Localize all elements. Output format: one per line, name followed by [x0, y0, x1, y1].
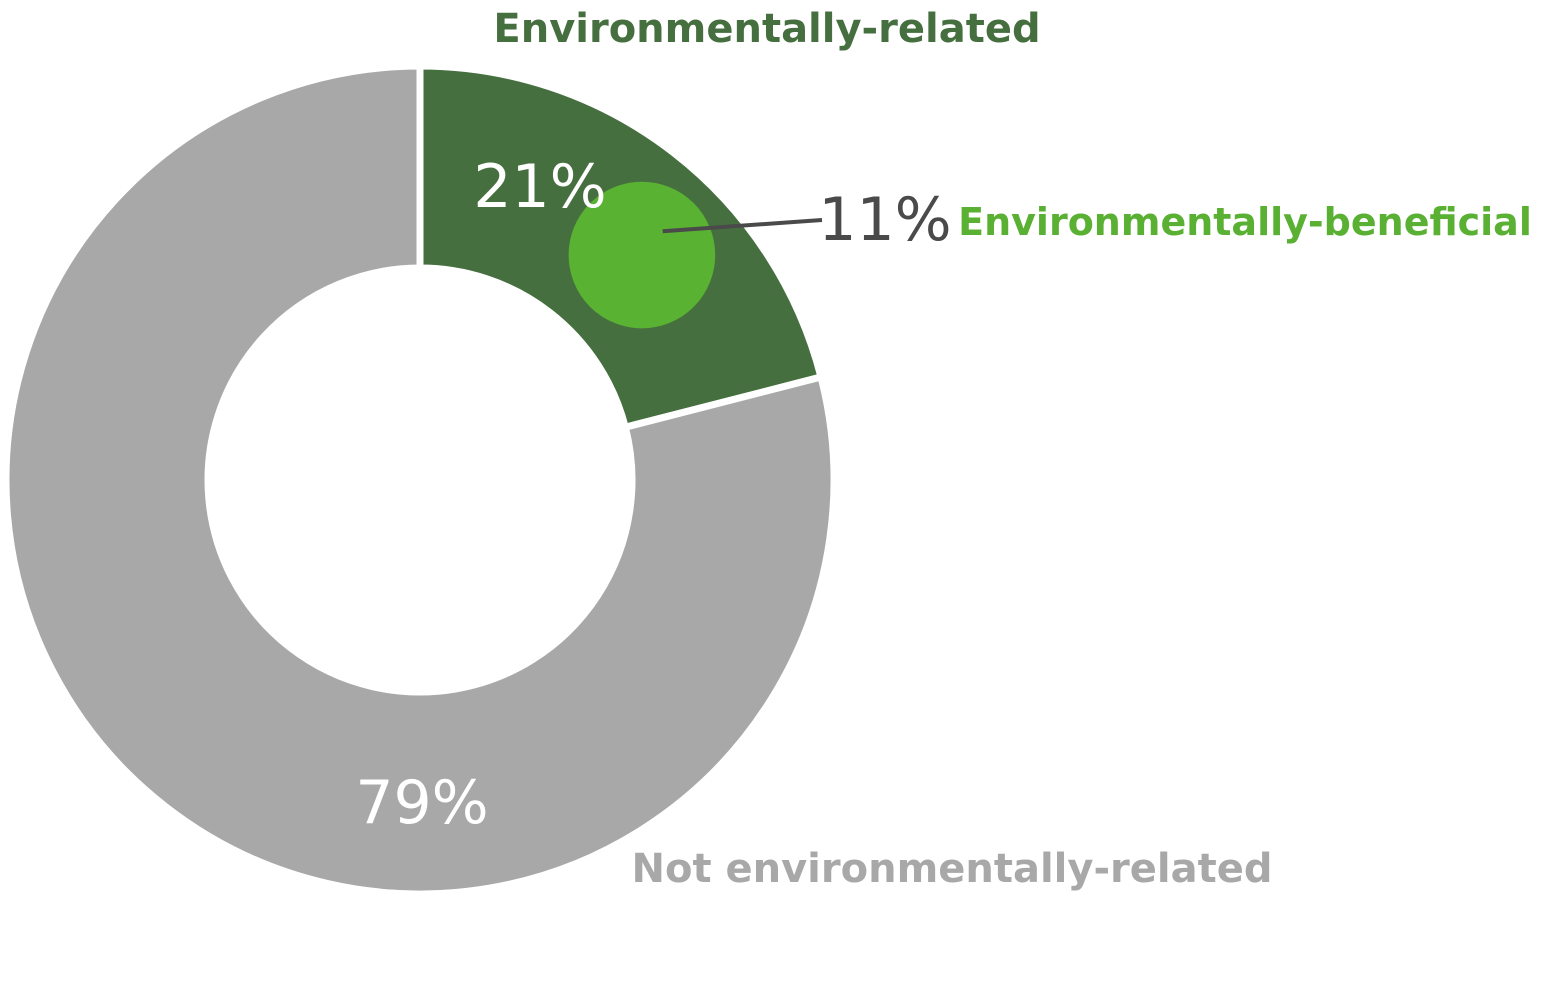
slice-label-not-environmentally-related: Not environmentally-related	[631, 846, 1272, 892]
subset-leader-line	[662, 218, 823, 234]
subset-label: Environmentally-beneficial	[958, 200, 1532, 244]
subset-group	[566, 179, 823, 331]
chart-labels: Environmentally-related 21% 79% Not envi…	[355, 6, 1532, 892]
slice-value-label-environmentally-related: 21%	[473, 152, 606, 222]
subset-value-label: 11%	[818, 185, 951, 255]
slice-label-environmentally-related: Environmentally-related	[493, 6, 1040, 52]
donut-slice-not-environmentally-related	[2, 62, 838, 898]
slice-value-label-not-environmentally-related: 79%	[355, 768, 488, 838]
subset-circle-environmentally-beneficial	[566, 179, 718, 331]
